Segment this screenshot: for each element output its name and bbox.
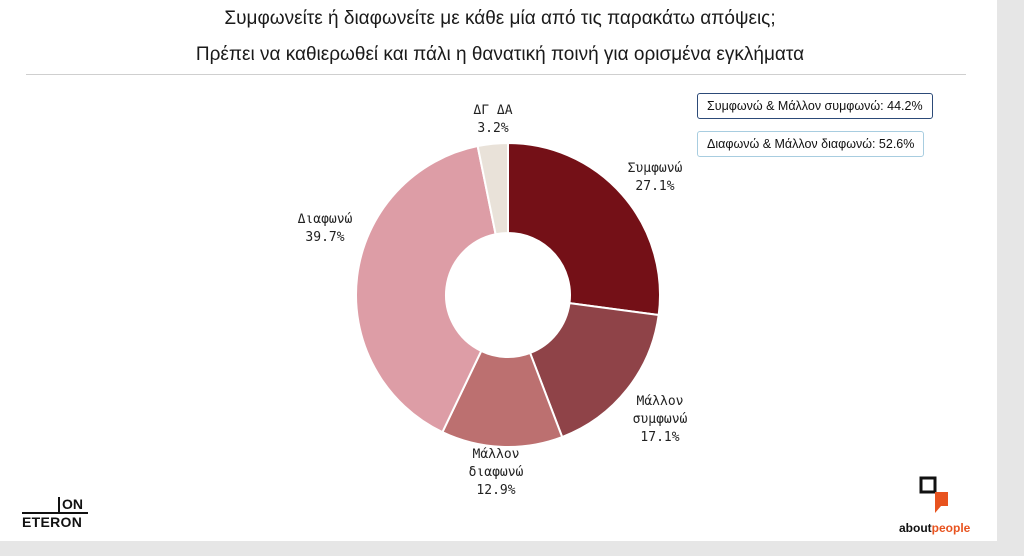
donut-slice: [476, 141, 509, 236]
slice-label: Μάλλον συμφωνώ 17.1%: [633, 394, 688, 445]
slice-name-label: Συμφωνώ: [628, 161, 683, 176]
window-frame-bottom: [0, 541, 1024, 556]
slice-label: Διαφωνώ 39.7%: [298, 212, 353, 245]
slice-label: Μάλλον διαφωνώ 12.9%: [469, 447, 524, 498]
slice-name-label: ΔΓ ΔΑ: [473, 103, 512, 118]
slice-label: ΔΓ ΔΑ 3.2%: [473, 103, 512, 136]
donut-slice: [355, 144, 497, 434]
eteron-logo: ON ETERON: [22, 497, 88, 530]
aboutpeople-wordmark: aboutpeople: [899, 521, 971, 535]
donut-slice: [507, 141, 661, 317]
window-frame-right: [997, 0, 1024, 556]
slice-label: Συμφωνώ 27.1%: [628, 161, 683, 194]
slice-value-label: 39.7%: [305, 230, 344, 245]
slice-name-label: διαφωνώ: [469, 465, 524, 480]
legend-disagree-total: Διαφωνώ & Μάλλον διαφωνώ: 52.6%: [697, 131, 925, 157]
slice-name-label: Μάλλον: [473, 447, 520, 462]
donut-chart: Συμφωνώ 27.1% Μάλλον συμφωνώ 17.1% Μάλλον διαφ…: [298, 103, 688, 498]
donut-slice: [528, 302, 660, 439]
slice-value-label: 12.9%: [476, 483, 515, 498]
slice-value-label: 17.1%: [640, 430, 679, 445]
chart-title: Συμφωνείτε ή διαφωνείτε με κάθε μία από …: [224, 8, 776, 29]
slice-value-label: 27.1%: [635, 179, 674, 194]
eteron-logo-name: ETERON: [22, 512, 88, 530]
slice-name-label: συμφωνώ: [633, 412, 688, 427]
chart-subtitle: Πρέπει να καθιερωθεί και πάλι η θανατική…: [195, 44, 805, 65]
title-divider: [26, 74, 966, 75]
slice-value-label: 3.2%: [477, 121, 508, 136]
legend-agree-total: Συμφωνώ & Μάλλον συμφωνώ: 44.2%: [697, 93, 933, 119]
slice-name-label: Μάλλον: [637, 394, 684, 409]
eteron-logo-on: ON: [58, 497, 88, 512]
aboutpeople-logo: aboutpeople: [899, 476, 979, 536]
aboutpeople-mark-icon: [919, 476, 948, 513]
slice-name-label: Διαφωνώ: [298, 212, 353, 227]
